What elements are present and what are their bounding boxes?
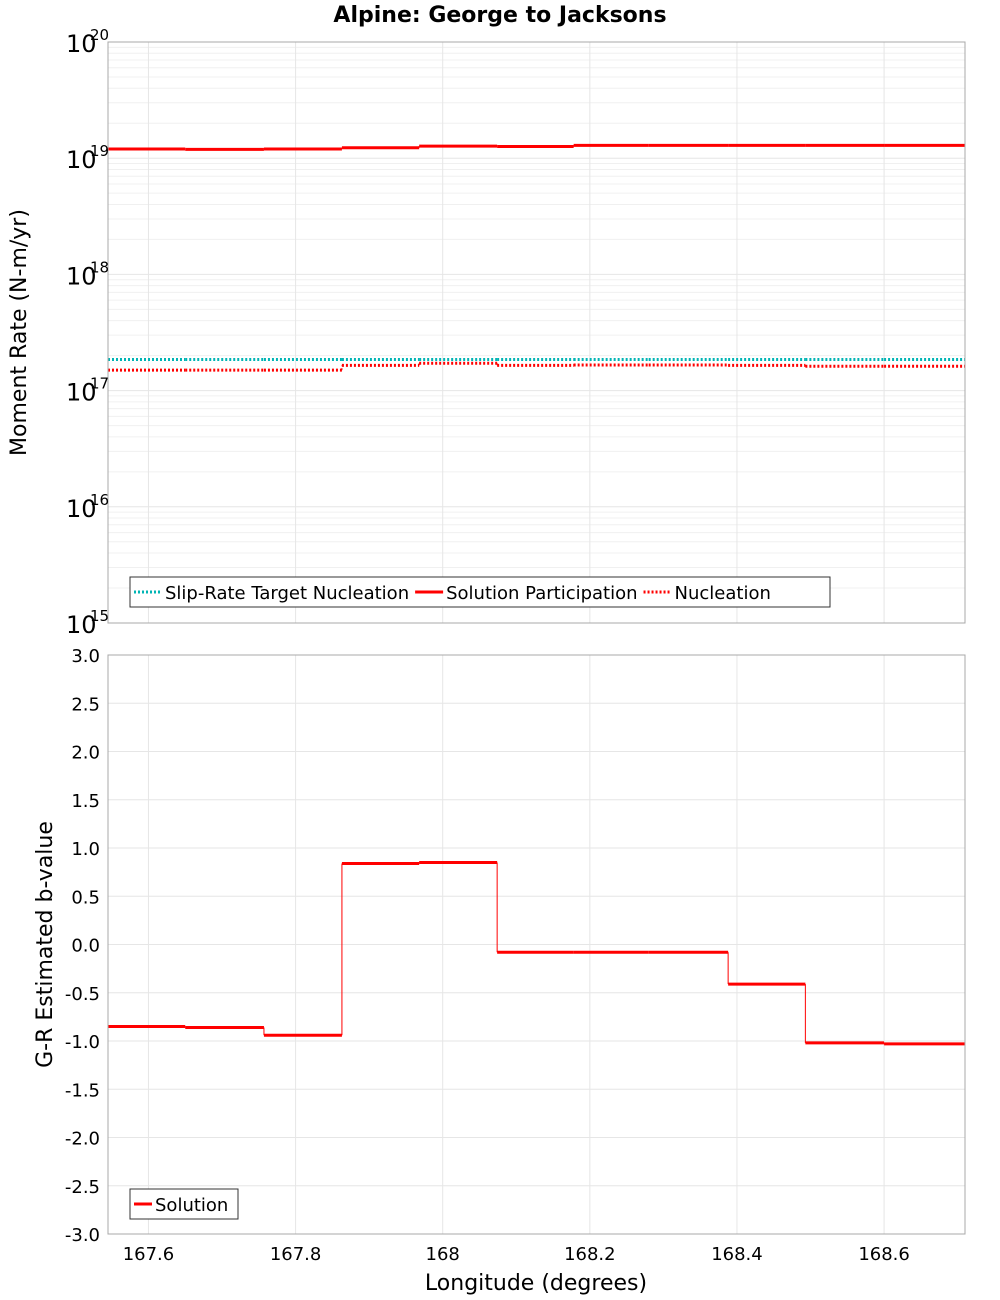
plot-border <box>107 654 966 1235</box>
y-tick-exponent: 18 <box>90 258 109 276</box>
b-value-panel: 3.0 2.5 2.0 1.5 1.0 0.5 0.0 -0.5 -1.0 -1.5 -2.0 -2.… <box>33 646 966 1246</box>
x-axis-ticks: 167.6 167.8 168 168.2 168.4 168.6 <box>123 1244 910 1265</box>
y-tick-label: 1.0 <box>71 839 100 860</box>
y-tick-label: 10 <box>66 30 97 58</box>
y-tick-label: -1.5 <box>65 1080 100 1101</box>
y-tick-label: -1.0 <box>65 1032 100 1053</box>
y-tick-label: 10 <box>66 262 97 290</box>
chart-title: Alpine: George to Jacksons <box>333 3 666 28</box>
y-tick-exponent: 16 <box>90 491 109 509</box>
x-tick-label: 168.4 <box>711 1244 763 1265</box>
legend-label: Nucleation <box>675 583 771 604</box>
y-tick-label: 2.0 <box>71 743 100 764</box>
y-axis-title: Moment Rate (N-m/yr) <box>7 209 32 456</box>
y-tick-label: -2.5 <box>65 1177 100 1198</box>
y-tick-exponent: 15 <box>90 607 109 625</box>
x-tick-label: 168.2 <box>564 1244 616 1265</box>
y-tick-exponent: 19 <box>90 142 109 160</box>
grid <box>108 654 965 1235</box>
y-tick-label: 0.0 <box>71 936 100 957</box>
x-tick-label: 168.6 <box>858 1244 910 1265</box>
plot-border <box>107 41 966 624</box>
y-tick-label: 3.0 <box>71 646 100 667</box>
x-tick-label: 168 <box>426 1244 460 1265</box>
y-tick-label: 10 <box>66 611 97 639</box>
legend-label: Solution <box>155 1195 228 1216</box>
y-tick-label: -3.0 <box>65 1225 100 1246</box>
legend-label: Slip-Rate Target Nucleation <box>165 583 409 604</box>
series-nucleation <box>108 361 965 372</box>
y-tick-label: 2.5 <box>71 694 100 715</box>
y-tick-label: 10 <box>66 146 97 174</box>
y-tick-exponent: 17 <box>90 375 109 393</box>
plot-area <box>107 41 966 624</box>
legend: Solution <box>129 1188 239 1220</box>
legend: Slip-Rate Target Nucleation Solution Part… <box>129 576 831 608</box>
series-solution-participation <box>108 143 965 151</box>
y-tick-label: 0.5 <box>71 887 100 908</box>
legend-label: Solution Participation <box>446 583 637 604</box>
series-solution <box>108 860 965 1046</box>
y-tick-label: -0.5 <box>65 984 100 1005</box>
y-tick-label: 10 <box>66 379 97 407</box>
legend-box <box>129 576 831 608</box>
y-axis-title: G-R Estimated b-value <box>33 821 58 1068</box>
y-tick-exponent: 20 <box>90 26 109 44</box>
grid <box>108 41 965 624</box>
x-tick-label: 167.8 <box>270 1244 322 1265</box>
y-tick-label: -2.0 <box>65 1129 100 1150</box>
y-tick-label: 10 <box>66 495 97 523</box>
x-tick-label: 167.6 <box>123 1244 175 1265</box>
x-axis-title: Longitude (degrees) <box>425 1271 647 1296</box>
y-tick-label: 1.5 <box>71 791 100 812</box>
